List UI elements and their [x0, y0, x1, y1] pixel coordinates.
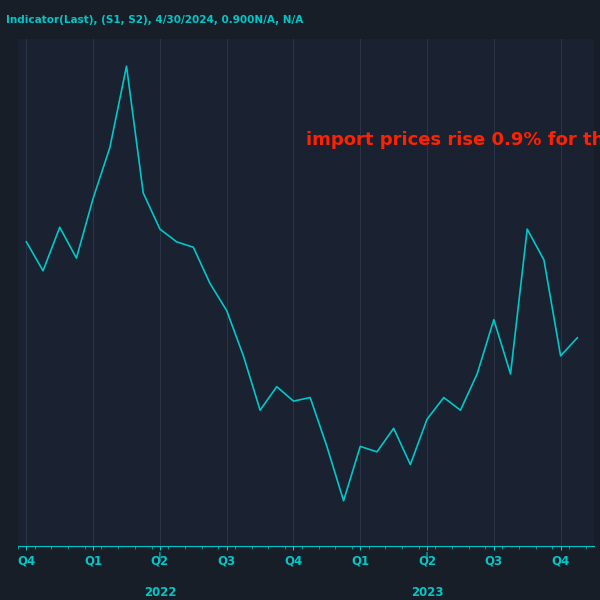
Text: Indicator(Last), (S1, S2), 4/30/2024, 0.900N/A, N/A: Indicator(Last), (S1, S2), 4/30/2024, 0.…: [6, 15, 303, 25]
Text: import prices rise 0.9% for the: import prices rise 0.9% for the: [306, 131, 600, 149]
Text: 2023: 2023: [411, 586, 443, 599]
Text: 2022: 2022: [143, 586, 176, 599]
